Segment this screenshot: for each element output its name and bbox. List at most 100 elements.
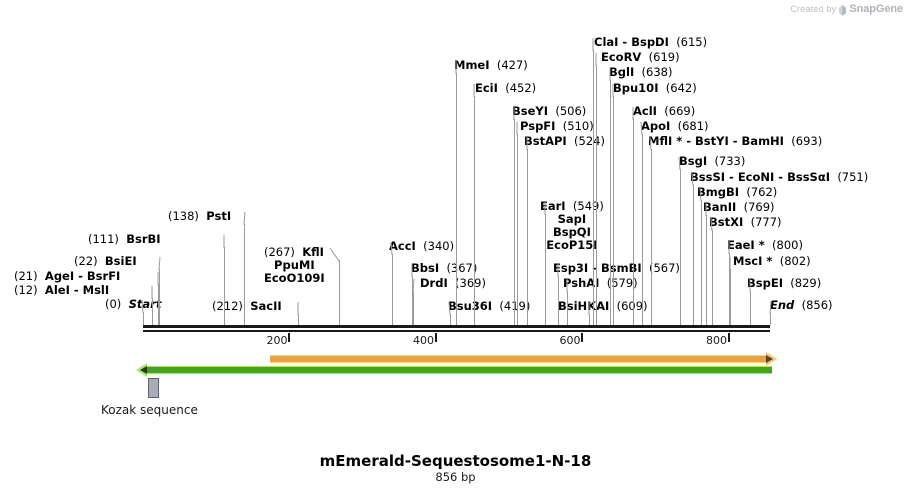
cut-site-tick-Bpu10I xyxy=(613,96,614,325)
page-title: mEmerald-Sequestosome1-N-18 xyxy=(319,452,592,470)
cut-site-tick-Start xyxy=(143,312,144,325)
enzyme-name: BspEI xyxy=(747,276,783,290)
enzyme-label-row: EcoP15I xyxy=(540,239,604,252)
enzyme-label-row: EciI (452) xyxy=(475,82,536,95)
cut-site-tick-ClaI xyxy=(593,50,594,325)
cut-site-tick-MmeI xyxy=(456,73,457,325)
enzyme-name: Start xyxy=(128,297,162,311)
cut-site-tick-BspEI xyxy=(750,291,751,325)
enzyme-label-BsiEI[interactable]: (22) BsiEI xyxy=(74,255,137,268)
enzyme-label-AleI[interactable]: (12) AleI - MslI xyxy=(14,284,109,297)
enzyme-name: AccI xyxy=(389,239,416,253)
enzyme-label-EarI[interactable]: EarI (549) SapI BspQI EcoP15I xyxy=(540,200,604,252)
enzyme-label-PspFI[interactable]: PspFI (510) xyxy=(520,120,594,133)
enzyme-name: BseYI xyxy=(512,104,549,118)
enzyme-label-BsgI[interactable]: BsgI (733) xyxy=(679,155,745,168)
cut-site-tick-SacII xyxy=(298,314,299,325)
enzyme-label-EcoRV[interactable]: EcoRV (619) xyxy=(601,51,680,64)
enzyme-label-Bpu10I[interactable]: Bpu10I (642) xyxy=(613,82,697,95)
enzyme-position: (340) xyxy=(423,239,455,253)
enzyme-name: SacII xyxy=(250,299,282,313)
cut-site-tick-ApoI xyxy=(642,134,643,325)
enzyme-name: BsiEI xyxy=(104,254,137,268)
green-feature-arrow-head-inner xyxy=(140,366,147,374)
enzyme-position: (12) xyxy=(14,283,38,297)
enzyme-label-SacII[interactable]: (212) SacII xyxy=(212,300,282,313)
enzyme-label-KflI[interactable]: (267) KflI PpuMI EcoO109I xyxy=(264,246,325,285)
enzyme-position: (693) xyxy=(791,134,823,148)
orange-feature-arrow-body[interactable] xyxy=(270,355,767,363)
enzyme-label-BanII[interactable]: BanII (769) xyxy=(703,201,775,214)
enzyme-name: BmgBI xyxy=(697,185,740,199)
enzyme-label-row: (111) BsrBI xyxy=(88,233,161,246)
enzyme-label-BspEI[interactable]: BspEI (829) xyxy=(747,277,821,290)
enzyme-name: MscI * xyxy=(733,254,773,268)
enzyme-position: (452) xyxy=(505,81,537,95)
enzyme-label-ApoI[interactable]: ApoI (681) xyxy=(641,120,709,133)
enzyme-separator: - xyxy=(728,134,742,148)
enzyme-name: End xyxy=(770,298,795,312)
enzyme-position: (669) xyxy=(664,104,696,118)
enzyme-name: BstXI xyxy=(709,215,744,229)
enzyme-label-BstAPI[interactable]: BstAPI (524) xyxy=(524,135,605,148)
enzyme-name: BsmBI xyxy=(601,261,642,275)
enzyme-label-AclI[interactable]: AclI (669) xyxy=(633,105,695,118)
enzyme-position: (615) xyxy=(676,35,708,49)
enzyme-label-BssSI[interactable]: BssSI - EcoNI - BssSαI (751) xyxy=(690,171,868,184)
enzyme-label-EciI[interactable]: EciI (452) xyxy=(475,82,536,95)
enzyme-label-BglI[interactable]: BglI (638) xyxy=(609,66,672,79)
enzyme-name: BsrBI xyxy=(126,232,161,246)
enzyme-label-BbsI[interactable]: BbsI (367) xyxy=(411,262,477,275)
enzyme-label-BsiHKAI[interactable]: BsiHKAI (609) xyxy=(558,300,648,313)
enzyme-label-MmeI[interactable]: MmeI (427) xyxy=(454,59,528,72)
enzyme-label-EaeI[interactable]: EaeI * (800) xyxy=(727,239,803,252)
enzyme-label-row: BssSI - EcoNI - BssSαI (751) xyxy=(690,171,868,184)
enzyme-label-Esp3I[interactable]: Esp3I - BsmBI (567) xyxy=(553,262,680,275)
green-feature-arrow-body[interactable] xyxy=(146,366,772,374)
cut-site-tick-Bsu36I xyxy=(450,314,451,325)
enzyme-position: (267) xyxy=(264,245,295,259)
enzyme-label-End[interactable]: End (856) xyxy=(770,299,833,312)
cut-site-tick-BssSI xyxy=(693,185,694,325)
watermark-created-by-label: Created by xyxy=(790,4,837,14)
enzyme-label-Start[interactable]: (0) Start xyxy=(105,298,161,311)
enzyme-label-DrdI[interactable]: DrdI (369) xyxy=(420,277,486,290)
enzyme-label-BstXI[interactable]: BstXI (777) xyxy=(709,216,782,229)
enzyme-name: PspFI xyxy=(520,119,556,133)
enzyme-label-BseYI[interactable]: BseYI (506) xyxy=(512,105,586,118)
enzyme-label-row: Esp3I - BsmBI (567) xyxy=(553,262,680,275)
enzyme-label-row: BsiHKAI (609) xyxy=(558,300,648,313)
enzyme-label-row: BbsI (367) xyxy=(411,262,477,275)
enzyme-label-row: EcoRV (619) xyxy=(601,51,680,64)
enzyme-label-row: (22) BsiEI xyxy=(74,255,137,268)
enzyme-label-BsrBI[interactable]: (111) BsrBI xyxy=(88,233,161,246)
enzyme-position: (549) xyxy=(572,199,604,213)
enzyme-name: AgeI xyxy=(44,269,75,283)
enzyme-name: BanII xyxy=(703,200,737,214)
ruler-tick-200 xyxy=(288,333,291,342)
snapgene-logo-icon xyxy=(839,4,847,16)
cut-site-tick-PspFI xyxy=(517,134,518,325)
enzyme-label-AccI[interactable]: AccI (340) xyxy=(389,240,454,253)
kozak-sequence-box[interactable] xyxy=(148,378,159,398)
enzyme-separator: - xyxy=(618,35,632,49)
enzyme-name: BssSαI xyxy=(787,170,830,184)
enzyme-label-row: BanII (769) xyxy=(703,201,775,214)
enzyme-separator: - xyxy=(588,261,601,275)
enzyme-label-row: MscI * (802) xyxy=(733,255,811,268)
enzyme-name: BspDI xyxy=(631,35,669,49)
cut-site-tick-BbsI xyxy=(412,276,413,325)
enzyme-label-PstI[interactable]: (138) PstI xyxy=(168,210,231,223)
enzyme-label-PshAI[interactable]: PshAI (579) xyxy=(563,277,638,290)
ruler-tick-label-200: 200 xyxy=(266,334,288,347)
cut-site-tick-BanII xyxy=(706,215,707,325)
enzyme-label-row: PshAI (579) xyxy=(563,277,638,290)
enzyme-label-MscI[interactable]: MscI * (802) xyxy=(733,255,811,268)
enzyme-label-row: (267) KflI xyxy=(264,246,325,259)
cut-site-tick-BsrBI xyxy=(224,247,225,325)
enzyme-name: Bsu36I xyxy=(448,299,493,313)
enzyme-label-AgeI[interactable]: (21) AgeI - BsrFI xyxy=(14,270,120,283)
enzyme-label-ClaI[interactable]: ClaI - BspDI (615) xyxy=(594,36,707,49)
enzyme-label-BmgBI[interactable]: BmgBI (762) xyxy=(697,186,777,199)
enzyme-label-MflI[interactable]: MflI * - BstYI - BamHI (693) xyxy=(648,135,822,148)
